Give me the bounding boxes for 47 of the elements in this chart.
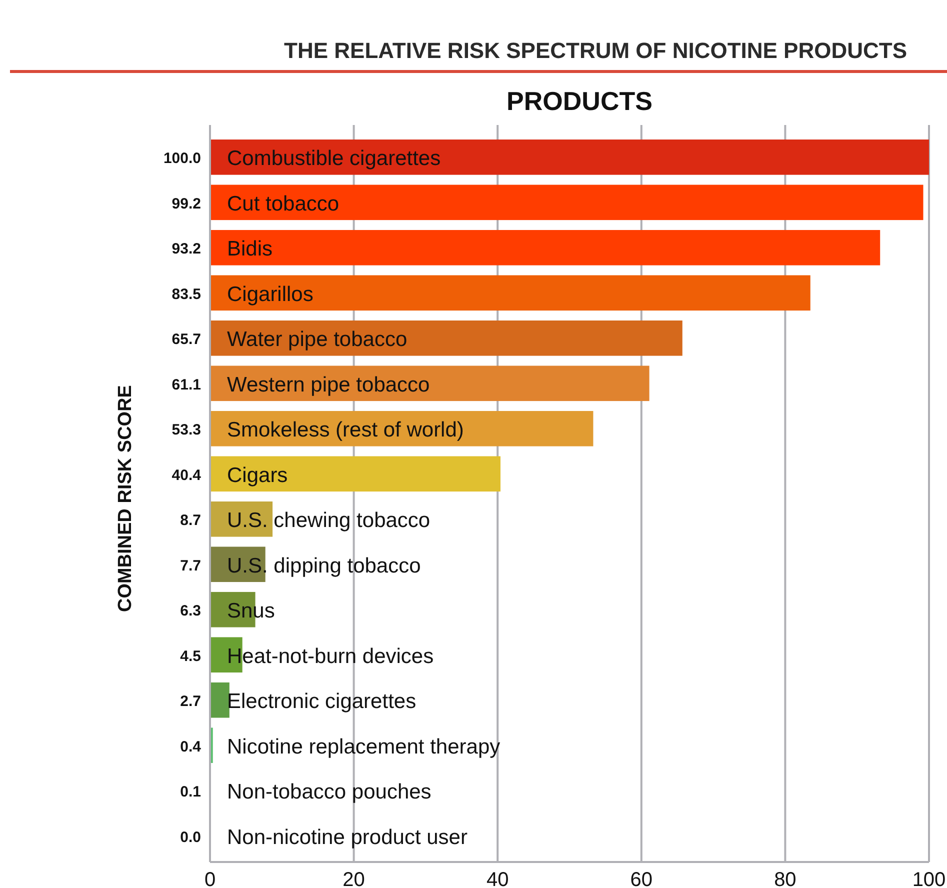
x-tick-label: 100	[912, 869, 946, 888]
x-tick-label: 20	[342, 869, 365, 888]
bar	[210, 682, 230, 718]
y-tick-label: Western pipe tobacco	[227, 373, 430, 396]
y-tick-label: Smokeless (rest of world)	[227, 418, 464, 442]
y-tick-label: Cut tobacco	[227, 192, 340, 216]
data-label: 53.3	[172, 422, 201, 439]
data-label: 61.1	[172, 376, 201, 394]
y-tick-label: Non-tobacco pouches	[227, 780, 432, 804]
data-label: 2.7	[180, 693, 201, 710]
y-tick-label: Cigars	[227, 464, 288, 487]
bar	[210, 320, 682, 356]
bar	[210, 184, 924, 220]
x-tick-label: 80	[774, 869, 796, 888]
data-label: 0.1	[180, 784, 201, 801]
data-label: 65.7	[172, 331, 201, 348]
data-label: 6.3	[180, 602, 201, 620]
chart-title: THE RELATIVE RISK SPECTRUM OF NICOTINE PRODUCTS	[284, 38, 907, 63]
bar	[210, 140, 929, 175]
bar	[210, 275, 810, 311]
y-tick-label: Cigarillos	[227, 282, 314, 306]
y-tick-label: Bidis	[227, 238, 273, 261]
bar	[210, 456, 500, 492]
x-tick-label: 0	[204, 869, 216, 888]
data-label: 8.7	[180, 512, 201, 530]
bar	[210, 230, 880, 266]
y-tick-label: Water pipe tobacco	[227, 328, 408, 352]
y-tick-label: U.S. chewing tobacco	[227, 509, 430, 532]
x-tick-label: 60	[630, 869, 653, 888]
y-tick-label: Non-nicotine product user	[227, 826, 468, 849]
bar	[210, 501, 273, 537]
data-label: 7.7	[180, 557, 201, 574]
data-label: 99.2	[172, 195, 201, 212]
y-tick-label: Nicotine replacement therapy	[227, 735, 501, 758]
data-label: 0.4	[180, 738, 202, 756]
data-label: 0.0	[180, 828, 201, 846]
x-tick-label: 40	[486, 869, 509, 888]
bar	[210, 366, 650, 402]
x-axis-title: PRODUCTS	[506, 86, 652, 116]
y-tick-label: Combustible cigarettes	[227, 147, 441, 170]
data-label: 83.5	[172, 286, 201, 303]
data-label: 93.2	[172, 240, 201, 258]
bar	[210, 410, 594, 446]
data-label: 4.5	[180, 648, 201, 665]
y-axis-title: COMBINED RISK SCORE	[115, 385, 136, 612]
data-label: 40.4	[172, 466, 202, 484]
data-label: 100.0	[163, 150, 201, 168]
